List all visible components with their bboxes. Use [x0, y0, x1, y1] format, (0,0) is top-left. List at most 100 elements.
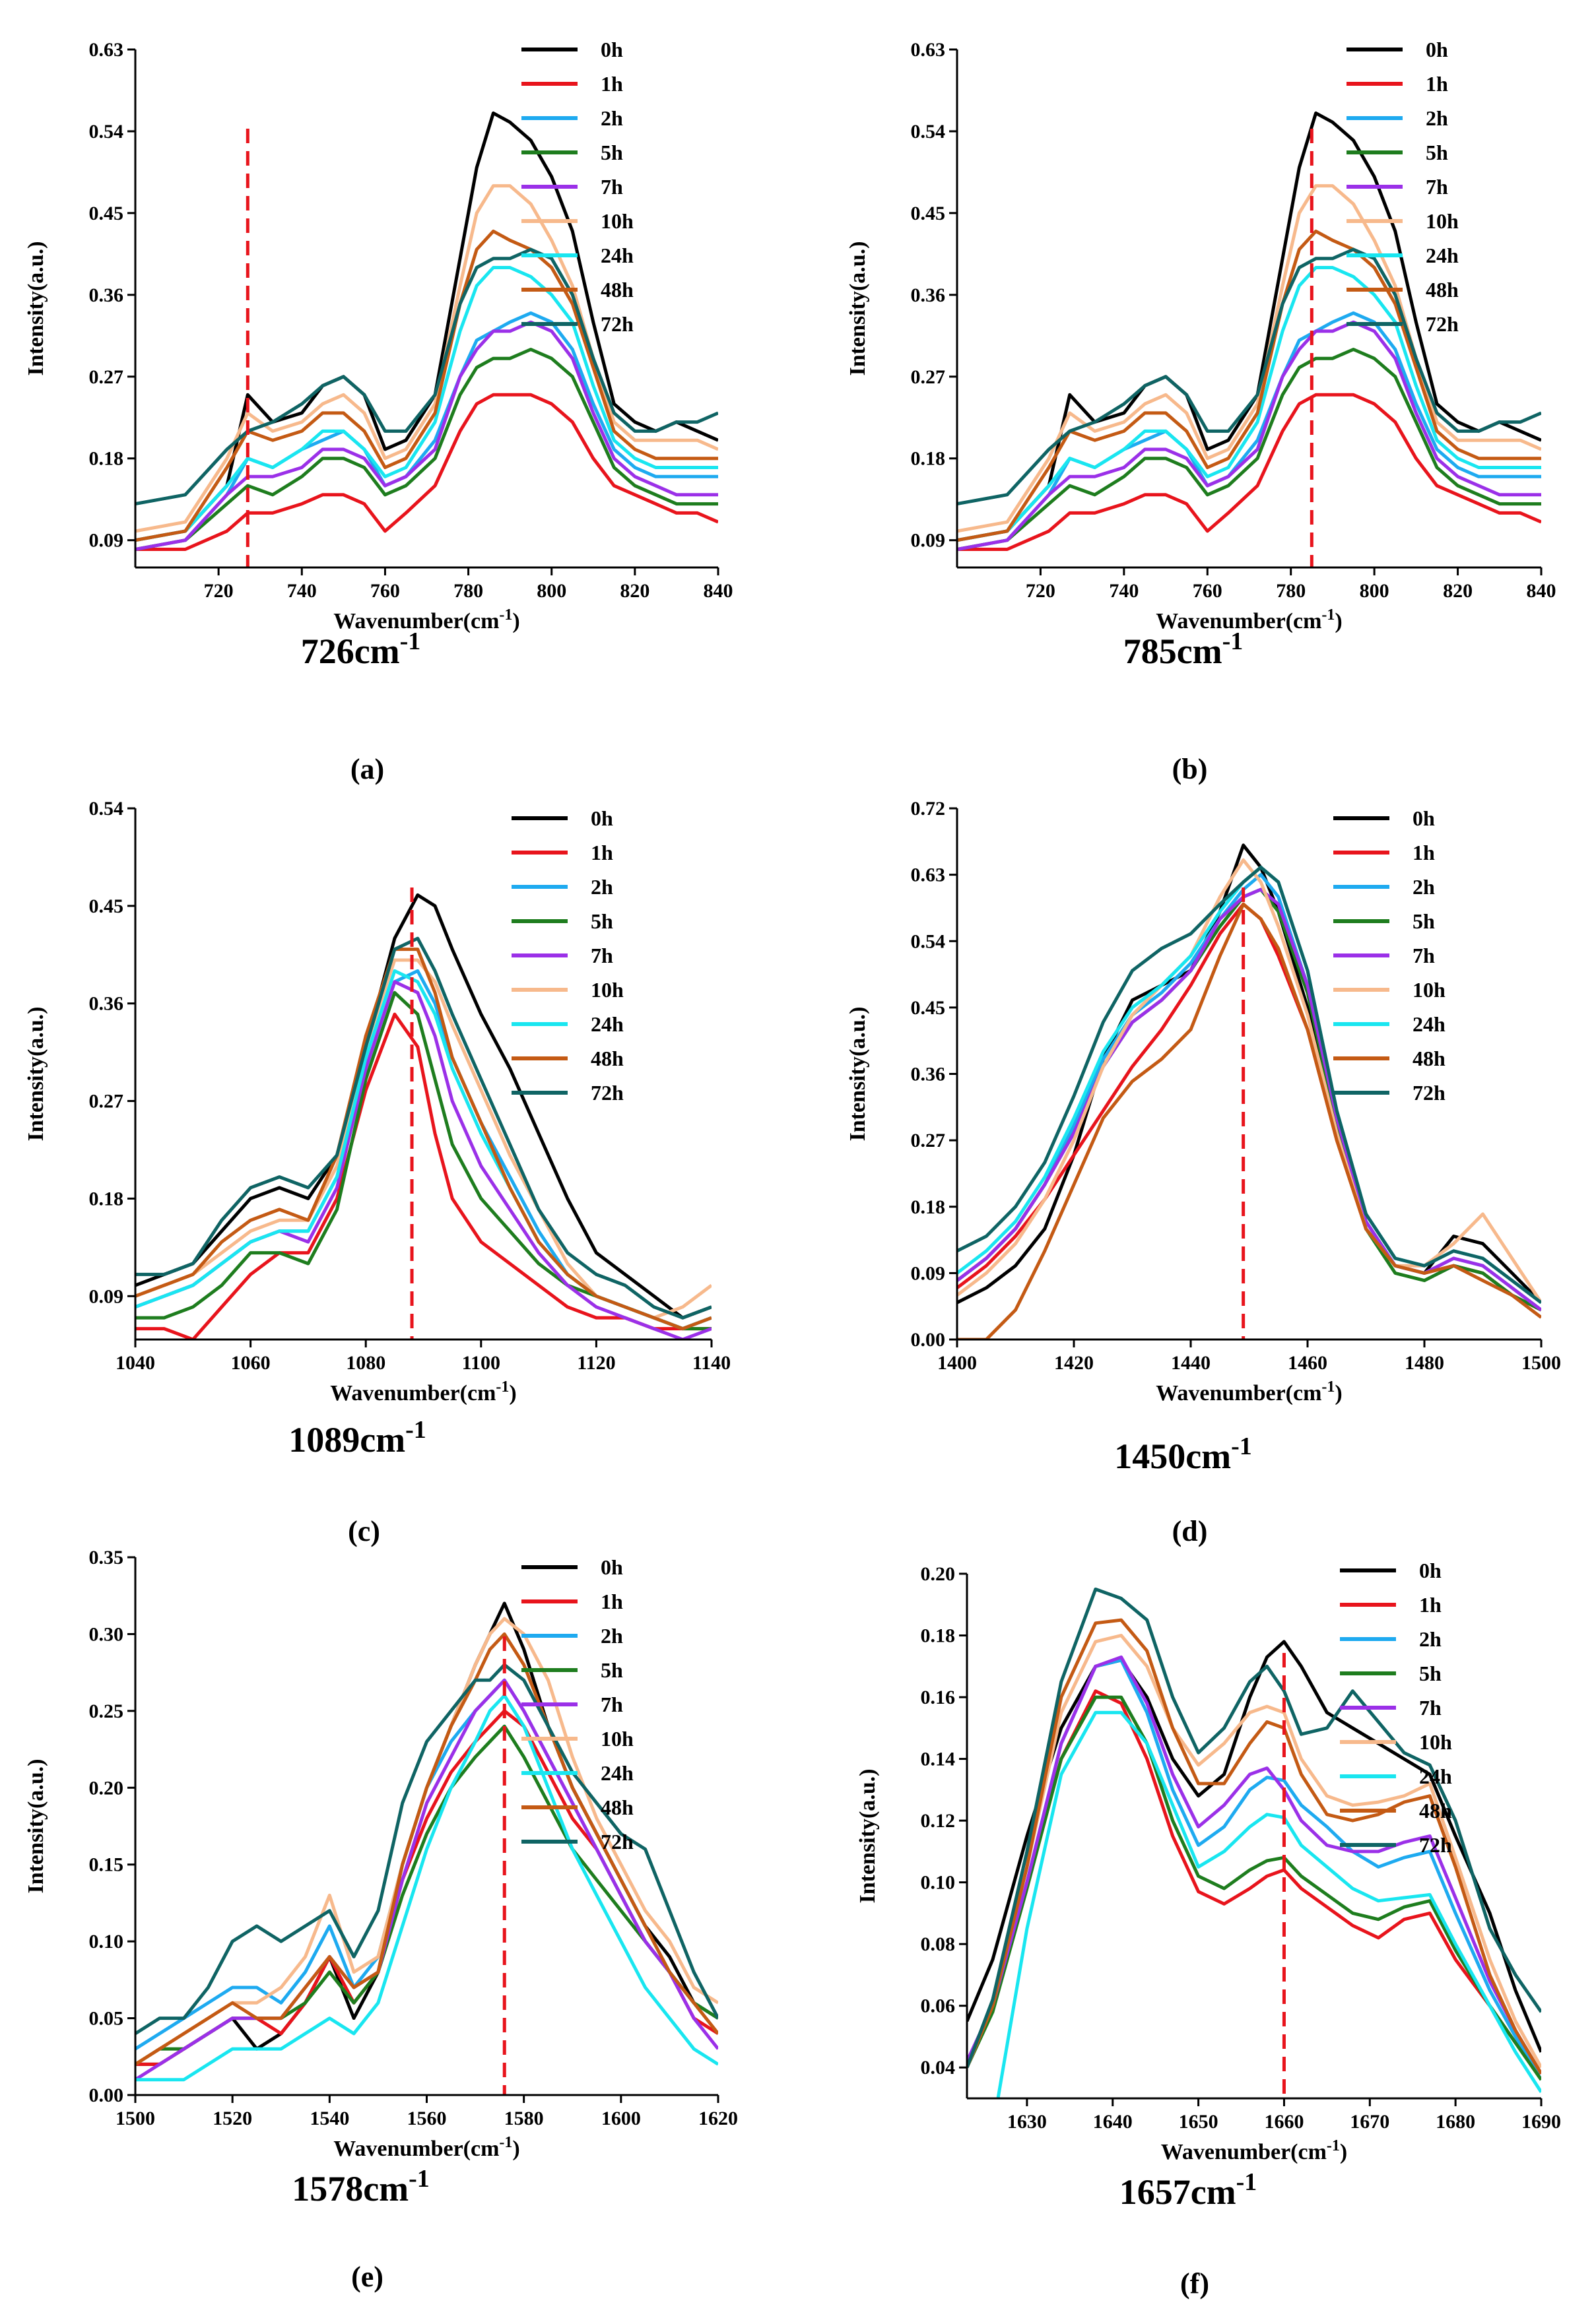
- legend-label-1h: 1h: [1426, 72, 1448, 96]
- series-line-48h: [957, 229, 1541, 542]
- x-tick-label: 800: [1360, 580, 1389, 602]
- series-line-24h: [996, 1710, 1541, 2098]
- x-axis-label-tail: ): [512, 609, 519, 633]
- x-tick-label: 1650: [1179, 2111, 1218, 2133]
- panel-caption: 1089cm-1: [288, 1416, 426, 1460]
- panel-caption: 1578cm-1: [292, 2165, 430, 2209]
- y-tick-label: 0.63: [89, 39, 124, 61]
- legend-label-24h: 24h: [1419, 1764, 1452, 1788]
- y-tick-label: 0.30: [89, 1623, 124, 1645]
- x-axis-label: Wavenumber(cm-1): [1156, 1378, 1343, 1405]
- legend-label-0h: 0h: [591, 806, 613, 830]
- legend-label-5h: 5h: [1413, 909, 1435, 933]
- panel-caption: 785cm-1: [1123, 628, 1244, 671]
- panel-caption-main: 1578cm: [292, 2169, 409, 2209]
- legend-label-7h: 7h: [601, 1693, 623, 1716]
- series-group: [135, 1601, 718, 2082]
- x-tick-label: 780: [1276, 580, 1306, 602]
- legend-label-24h: 24h: [591, 1012, 624, 1036]
- x-tick-label: 1480: [1405, 1352, 1444, 1374]
- legend-label-10h: 10h: [601, 1727, 634, 1751]
- panel-caption: 1450cm-1: [1114, 1433, 1252, 1476]
- x-tick-label: 1100: [462, 1352, 500, 1374]
- legend-label-48h: 48h: [1413, 1047, 1446, 1070]
- x-tick-label: 840: [1527, 580, 1556, 602]
- panel-caption: 1657cm-1: [1119, 2168, 1257, 2212]
- x-tick-label: 1580: [504, 2108, 544, 2129]
- x-tick-label: 1060: [231, 1352, 271, 1374]
- x-axis-label-main: Wavenumber(cm: [330, 1381, 496, 1405]
- y-tick-label: 0.54: [89, 798, 124, 820]
- x-axis-label-sup: -1: [499, 2134, 512, 2151]
- y-tick-label: 0.36: [89, 284, 124, 306]
- legend-label-10h: 10h: [1419, 1730, 1452, 1754]
- x-axis-label: Wavenumber(cm-1): [333, 2134, 520, 2161]
- x-tick-label: 1500: [1521, 1352, 1561, 1374]
- y-tick-label: 0.18: [921, 1625, 956, 1647]
- legend: 0h 1h 2h 5h 7h 10h 24h 48h 72h: [1333, 806, 1446, 1105]
- legend-label-10h: 10h: [1413, 978, 1446, 1002]
- series-line-1h: [957, 393, 1541, 551]
- x-tick-label: 720: [1026, 580, 1055, 602]
- series-line-1h: [135, 1012, 712, 1340]
- legend-label-7h: 7h: [1426, 175, 1448, 199]
- chart-panel-3: 0.09 0.18 0.27 0.36 0.45 0.54 1040 1060 1080 1100…: [24, 798, 731, 1547]
- x-axis-label-main: Wavenumber(cm: [1156, 1381, 1321, 1405]
- x-axis-label-main: Wavenumber(cm: [1161, 2140, 1327, 2164]
- x-tick-label: 1140: [692, 1352, 731, 1374]
- legend: 0h 1h 2h 5h 7h 10h 24h 48h 72h: [1347, 38, 1459, 336]
- y-tick-label: 0.36: [911, 284, 946, 306]
- y-tick-label: 0.63: [911, 39, 946, 61]
- series-line-7h: [957, 320, 1541, 551]
- legend: 0h 1h 2h 5h 7h 10h 24h 48h 72h: [1340, 1559, 1452, 1857]
- legend: 0h 1h 2h 5h 7h 10h 24h 48h 72h: [512, 806, 624, 1105]
- legend-label-24h: 24h: [1413, 1012, 1446, 1036]
- y-tick-label: 0.25: [89, 1700, 124, 1722]
- legend-label-0h: 0h: [1413, 806, 1435, 830]
- series-line-0h: [957, 843, 1541, 1305]
- y-tick-label: 0.09: [911, 530, 946, 552]
- legend-label-2h: 2h: [1426, 106, 1448, 130]
- x-tick-label: 1560: [407, 2108, 447, 2129]
- legend-label-48h: 48h: [601, 278, 634, 302]
- y-tick-label: 0.63: [911, 864, 946, 886]
- panel-caption-main: 785cm: [1123, 631, 1222, 671]
- panel-letter: (d): [1172, 1515, 1208, 1547]
- x-axis-label: Wavenumber(cm-1): [330, 1378, 517, 1405]
- y-tick-label: 0.00: [89, 2084, 124, 2106]
- y-tick-label: 0.05: [89, 2008, 124, 2030]
- panel-caption-main: 726cm: [301, 631, 400, 671]
- y-tick-label: 0.35: [89, 1547, 124, 1568]
- x-tick-label: 740: [287, 580, 317, 602]
- series-line-10h: [957, 858, 1541, 1304]
- x-axis-label: Wavenumber(cm-1): [1156, 606, 1343, 633]
- panel-caption-sup: -1: [405, 1416, 426, 1444]
- legend-label-0h: 0h: [1419, 1559, 1442, 1582]
- x-axis-label-tail: ): [1335, 609, 1342, 633]
- legend-label-0h: 0h: [601, 38, 623, 61]
- x-tick-label: 1600: [601, 2108, 641, 2129]
- x-tick-label: 1670: [1350, 2111, 1389, 2133]
- series-line-0h: [967, 1640, 1541, 2053]
- panel-caption: 726cm-1: [301, 628, 421, 671]
- series-line-7h: [957, 888, 1541, 1312]
- x-tick-label: 1620: [698, 2108, 738, 2129]
- y-tick-label: 0.08: [921, 1933, 956, 1955]
- y-tick-label: 0.45: [911, 203, 946, 224]
- y-tick-label: 0.09: [89, 530, 124, 552]
- legend-label-48h: 48h: [601, 1795, 634, 1819]
- legend-label-24h: 24h: [601, 243, 634, 267]
- panel-caption-main: 1450cm: [1114, 1436, 1231, 1476]
- y-tick-label: 0.45: [89, 203, 124, 224]
- x-tick-label: 720: [204, 580, 234, 602]
- x-tick-label: 800: [537, 580, 566, 602]
- legend-label-72h: 72h: [601, 312, 634, 336]
- series-line-72h: [135, 247, 718, 506]
- chart-panel-2: 0.09 0.18 0.27 0.36 0.45 0.54 0.63 720 740 760 780…: [846, 38, 1556, 785]
- panel-caption-sup: -1: [1231, 1433, 1252, 1460]
- chart-panel-4: 0.00 0.09 0.18 0.27 0.36 0.45 0.54 0.63 0.72 1400…: [846, 798, 1561, 1547]
- y-axis-label: Intensity(a.u.): [24, 1759, 48, 1893]
- series-line-72h: [957, 865, 1541, 1305]
- panel-caption-sup: -1: [400, 628, 421, 655]
